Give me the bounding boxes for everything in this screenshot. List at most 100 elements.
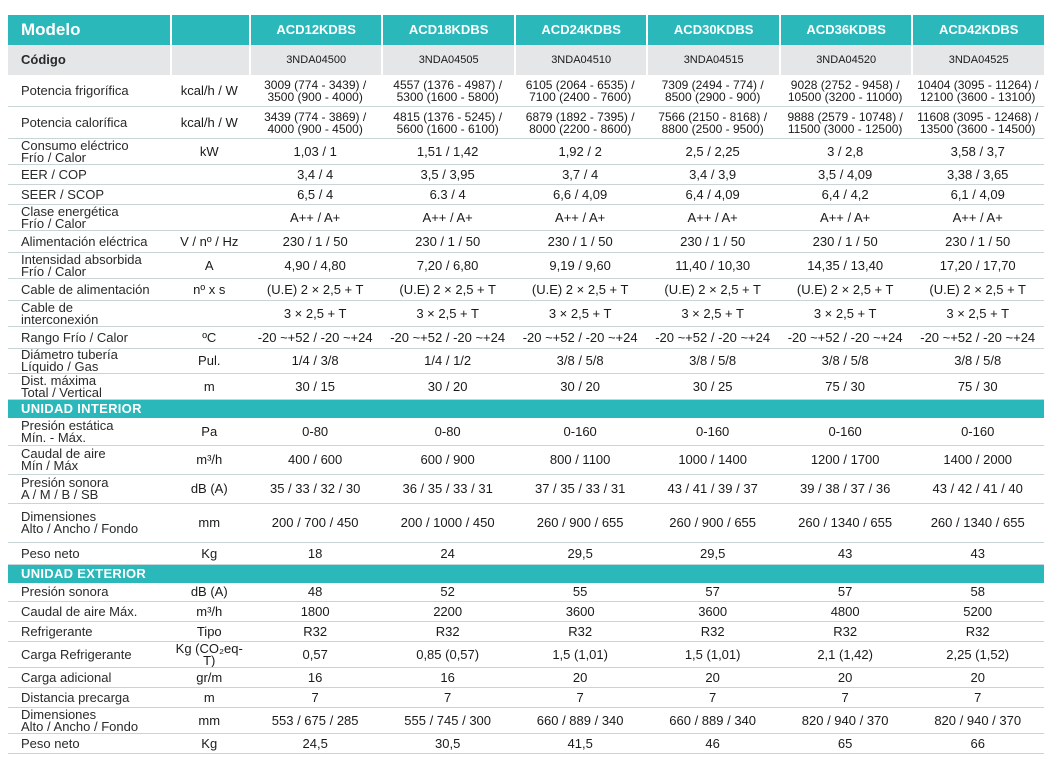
spec-value: 18: [248, 543, 382, 565]
spec-value: 2,1 (1,42): [778, 642, 912, 668]
spec-value: 1,5 (1,01): [646, 642, 779, 668]
spec-value: -20 ~+52 / -20 ~+24: [778, 327, 912, 349]
code-label: Código: [8, 45, 170, 75]
model-name: ACD18KDBS: [381, 15, 514, 45]
spec-value: 0,57: [248, 642, 382, 668]
spec-value: 1800: [248, 602, 382, 622]
spec-value: 200 / 700 / 450: [248, 504, 382, 543]
spec-label-line: Caudal de aire: [21, 446, 106, 461]
spec-value: 3,38 / 3,65: [911, 165, 1044, 185]
spec-label: Carga adicional: [8, 668, 170, 688]
spec-label-line: Carga adicional: [21, 669, 112, 685]
spec-value: 6879 (1892 - 7395) / 8000 (2200 - 8600): [513, 107, 647, 139]
spec-label: Dimensiones Alto / Ancho / Fondo: [8, 708, 170, 734]
spec-table-body: Modelo ACD12KDBS ACD18KDBS ACD24KDBS ACD…: [8, 15, 1044, 754]
spec-value: 0-160: [911, 418, 1044, 446]
spec-value: 0-160: [646, 418, 779, 446]
spec-value: 48: [248, 583, 382, 602]
spec-value: 6,4 / 4,09: [646, 185, 779, 205]
spec-value: (U.E) 2 × 2,5 + T: [248, 279, 382, 301]
spec-row: Carga Refrigerante Kg (CO₂eq-T) 0,57 0,85 (…: [8, 642, 1044, 668]
spec-value: 20: [513, 668, 647, 688]
spec-label-line: Líquido / Gas: [21, 359, 99, 374]
spec-value: 260 / 900 / 655: [646, 504, 779, 543]
spec-label-line: Clase energética: [21, 205, 119, 219]
spec-value: 3/8 / 5/8: [646, 349, 779, 374]
spec-unit: Kg (CO₂eq-T): [169, 642, 249, 668]
spec-unit: Tipo: [169, 622, 249, 642]
spec-value: 230 / 1 / 50: [646, 231, 779, 253]
model-name: ACD42KDBS: [911, 15, 1044, 45]
spec-label-line: Alto / Ancho / Fondo: [21, 521, 139, 536]
spec-value: 3 × 2,5 + T: [248, 301, 382, 327]
spec-value: 260 / 1340 / 655: [911, 504, 1044, 543]
spec-value: 58: [911, 583, 1044, 602]
spec-value: 400 / 600: [248, 446, 382, 475]
spec-unit: [169, 205, 249, 231]
spec-row: Dimensiones Alto / Ancho / Fondo mm 553 / 6…: [8, 708, 1044, 734]
spec-unit: Pa: [169, 418, 249, 446]
spec-label: Diámetro tubería Líquido / Gas: [8, 349, 170, 374]
spec-value: R32: [248, 622, 382, 642]
spec-value: 30 / 20: [513, 374, 647, 400]
spec-value: 7: [646, 688, 779, 708]
spec-value: A++ / A+: [513, 205, 647, 231]
spec-value: 43 / 42 / 41 / 40: [911, 475, 1044, 504]
spec-unit: ºC: [169, 327, 249, 349]
spec-row: Carga adicional gr/m 16 16 20 20 20 20: [8, 668, 1044, 688]
spec-value: 230 / 1 / 50: [513, 231, 647, 253]
spec-value: A++ / A+: [911, 205, 1044, 231]
spec-value: 660 / 889 / 340: [646, 708, 779, 734]
spec-unit: nº x s: [169, 279, 249, 301]
spec-value: 230 / 1 / 50: [911, 231, 1044, 253]
spec-label: Clase energética Frío / Calor: [8, 205, 170, 231]
spec-label: Peso neto: [8, 543, 170, 565]
spec-value: 24,5: [248, 734, 382, 754]
spec-row: Dist. máxima Total / Vertical m 30 / 15 30 /…: [8, 374, 1044, 400]
spec-label: EER / COP: [8, 165, 170, 185]
spec-value: 4800: [778, 602, 912, 622]
spec-row: Diámetro tubería Líquido / Gas Pul. 1/4 / 3…: [8, 349, 1044, 374]
spec-value: -20 ~+52 / -20 ~+24: [911, 327, 1044, 349]
product-code: 3NDA04525: [911, 45, 1044, 75]
spec-label-line: Carga Refrigerante: [21, 646, 132, 662]
spec-unit: [169, 165, 249, 185]
spec-value: 20: [646, 668, 779, 688]
spec-unit: Kg: [169, 734, 249, 754]
spec-row: Peso neto Kg 24,5 30,5 41,5 46 65 66: [8, 734, 1044, 754]
spec-value: 3 × 2,5 + T: [513, 301, 647, 327]
spec-unit: A: [169, 253, 249, 279]
model-header-unit: [169, 15, 249, 45]
spec-value: 3 / 2,8: [778, 139, 912, 165]
spec-label: Potencia frigorífica: [8, 75, 170, 107]
code-unit: [169, 45, 249, 75]
spec-value: 3/8 / 5/8: [513, 349, 647, 374]
spec-value: 20: [778, 668, 912, 688]
spec-value: 1,92 / 2: [513, 139, 647, 165]
spec-label-line: Peso neto: [21, 735, 80, 751]
spec-unit: kW: [169, 139, 249, 165]
model-header-title: Modelo: [8, 15, 170, 45]
spec-label-line: Mín / Máx: [21, 458, 79, 473]
spec-value: 3439 (774 - 3869) / 4000 (900 - 4500): [248, 107, 382, 139]
spec-label: Consumo eléctrico Frío / Calor: [8, 139, 170, 165]
spec-row: Rango Frío / Calor ºC -20 ~+52 / -20 ~+24-…: [8, 327, 1044, 349]
spec-value: A++ / A+: [646, 205, 779, 231]
spec-label-line: Dimensiones: [21, 708, 97, 722]
spec-value: 230 / 1 / 50: [381, 231, 514, 253]
spec-unit: Kg: [169, 543, 249, 565]
spec-row: Presión estática Mín. - Máx. Pa 0-80 0-80 0-1…: [8, 418, 1044, 446]
spec-label-line: Presión estática: [21, 418, 114, 433]
spec-label-line: Cable de alimentación: [21, 281, 150, 297]
spec-value: 820 / 940 / 370: [911, 708, 1044, 734]
product-code: 3NDA04520: [778, 45, 912, 75]
spec-unit: [169, 185, 249, 205]
spec-unit: dB (A): [169, 475, 249, 504]
spec-value: 555 / 745 / 300: [381, 708, 514, 734]
spec-value: 29,5: [646, 543, 779, 565]
spec-value: 7566 (2150 - 8168) / 8800 (2500 - 9500): [646, 107, 779, 139]
spec-value: (U.E) 2 × 2,5 + T: [381, 279, 514, 301]
spec-value: 75 / 30: [778, 374, 912, 400]
